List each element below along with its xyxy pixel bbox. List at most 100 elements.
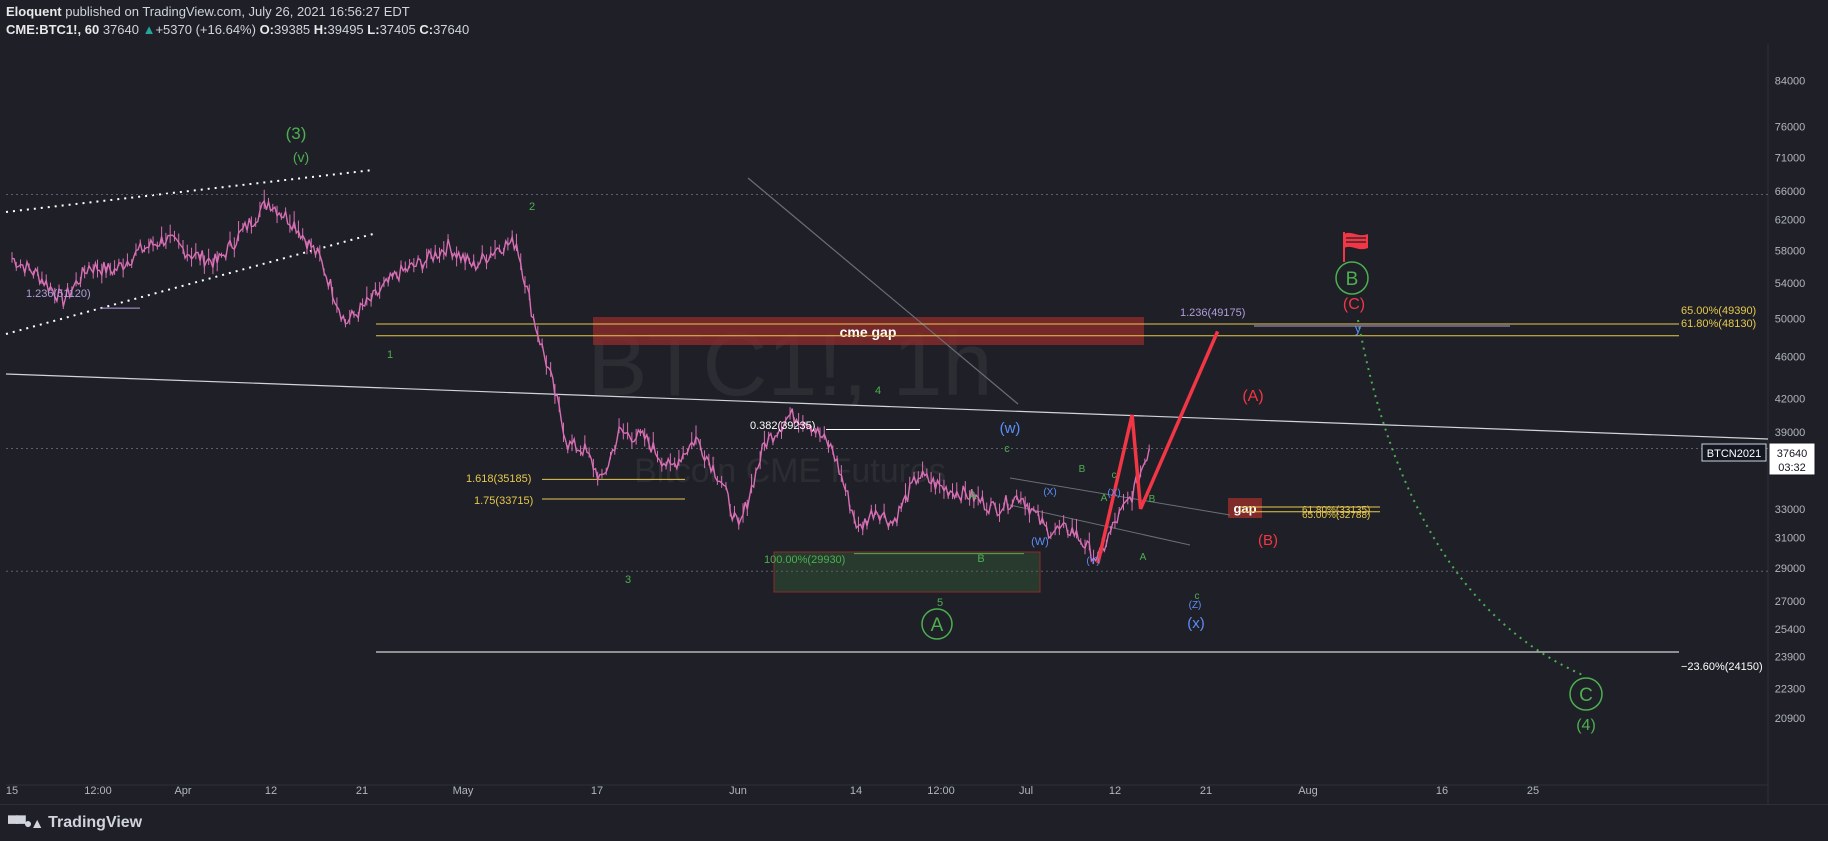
wave-label: c xyxy=(1112,470,1117,481)
y-tick-label: 46000 xyxy=(1775,352,1806,364)
wave-label: (x) xyxy=(1187,615,1205,632)
long-trendline xyxy=(5,373,1769,440)
wave-label: (A) xyxy=(1242,388,1263,405)
wave-label: c xyxy=(1004,443,1010,455)
x-tick-label: Apr xyxy=(174,785,191,797)
low-value: 37405 xyxy=(379,22,416,37)
abc-projection-line xyxy=(1096,330,1220,564)
wave-label: (v) xyxy=(293,149,309,165)
price-axis[interactable]: 84000 76000 71000 66000 62000 58000 54000 50000… xyxy=(1775,76,1806,726)
fib-label: 1.236(49175) xyxy=(1180,307,1245,319)
wave-label: (X) xyxy=(1107,488,1120,499)
cme-gap-label: cme gap xyxy=(840,324,897,340)
x-tick-label: 12:00 xyxy=(84,785,112,797)
change-arrow-icon: ▲ xyxy=(142,22,156,37)
wave-label: c xyxy=(1195,591,1200,602)
y-tick-label: 22300 xyxy=(1775,683,1806,695)
x-tick-label: 15 xyxy=(6,785,18,797)
y-tick-label: 20900 xyxy=(1775,713,1806,725)
y-tick-label: 76000 xyxy=(1775,121,1806,133)
tradingview-logo[interactable]: ▀▀●▲ TradingView xyxy=(8,814,142,832)
last-price-box xyxy=(1768,442,1816,476)
gap-zone xyxy=(1228,498,1262,518)
symbol-tag: BTCN2021 xyxy=(1707,448,1761,460)
x-tick-label: 21 xyxy=(1200,785,1212,797)
time-axis[interactable]: 15 12:00 Apr 12 21 May 17 Jun 14 12:00 J… xyxy=(6,785,1539,797)
price-series xyxy=(11,189,1150,565)
x-tick-label: 21 xyxy=(356,785,368,797)
chart-header: Eloquent published on TradingView.com, J… xyxy=(0,0,1828,44)
fib-label: 61.80%(33135) xyxy=(1302,505,1370,516)
open-value: 39385 xyxy=(274,22,311,37)
flag-icon xyxy=(1343,232,1368,262)
watermark-description: Bitcoin CME Futures xyxy=(634,452,946,490)
low-label: L: xyxy=(367,22,380,37)
wave-label: 2 xyxy=(529,201,535,213)
last-price-marker: BTCN2021 37640 03:32 xyxy=(1701,442,1816,476)
last-value: 37640 xyxy=(102,22,139,37)
change-value: +5370 (+16.64%) xyxy=(155,22,256,37)
author-name[interactable]: Eloquent xyxy=(6,4,62,19)
high-value: 39495 xyxy=(327,22,364,37)
x-tick-label: 12:00 xyxy=(927,785,955,797)
wave-label: (Z) xyxy=(1189,600,1202,611)
tradingview-logo-icon: ▀▀●▲ xyxy=(8,815,44,831)
y-tick-label: 84000 xyxy=(1775,76,1806,88)
y-tick-label: 25400 xyxy=(1775,624,1806,636)
x-tick-label: 12 xyxy=(265,785,277,797)
wave-c-circle xyxy=(1569,677,1603,711)
wave-label: B xyxy=(1346,269,1359,290)
x-tick-label: Jun xyxy=(729,785,747,797)
y-tick-label: 42000 xyxy=(1775,393,1806,405)
wave-label: A xyxy=(1101,493,1108,504)
channel-line-upper xyxy=(1009,477,1231,516)
symbol-interval[interactable]: CME:BTC1!, 60 xyxy=(6,22,100,37)
fib-label: 1.75(33715) xyxy=(474,495,533,507)
wave-b-circle xyxy=(1335,261,1369,295)
publish-info: Eloquent published on TradingView.com, J… xyxy=(6,4,410,19)
wave-label: 4 xyxy=(875,385,881,397)
fib-label: 65.00%(32788) xyxy=(1302,510,1370,521)
wave-label: (Y) xyxy=(1086,556,1099,567)
gap-label: gap xyxy=(1233,501,1256,516)
wave-label: (B) xyxy=(1258,532,1278,549)
grid-lines xyxy=(6,194,1768,572)
fib-label: 1.618(35185) xyxy=(466,473,531,485)
wave-label: (X) xyxy=(1043,487,1056,498)
wave-label: (W) xyxy=(1031,536,1049,548)
fib-label: 1.236(51120) xyxy=(26,288,91,300)
y-tick-label: 39000 xyxy=(1775,427,1806,439)
fib-label: 65.00%(49390) xyxy=(1681,305,1756,317)
brand-name: TradingView xyxy=(48,814,143,831)
y-tick-label: 58000 xyxy=(1775,245,1806,257)
x-tick-label: Aug xyxy=(1298,785,1318,797)
wave-label: A xyxy=(1140,552,1147,563)
projection-path xyxy=(1096,330,1220,564)
wave-label: C xyxy=(1579,685,1593,706)
wave-label: 5 xyxy=(937,597,943,609)
y-tick-label: 71000 xyxy=(1775,153,1806,165)
countdown: 03:32 xyxy=(1778,462,1806,474)
close-label: C: xyxy=(419,22,434,37)
high-label: H: xyxy=(313,22,328,37)
wave-a-circle xyxy=(921,608,953,640)
fib-label: 0.382(39235) xyxy=(750,420,815,432)
footer-bar: ▀▀●▲ TradingView xyxy=(0,804,1828,841)
last-price-value: 37640 xyxy=(1777,448,1808,460)
published-text: published on TradingView.com, July 26, 2… xyxy=(61,4,410,19)
wave-label: (4) xyxy=(1576,717,1596,734)
x-tick-label: 16 xyxy=(1436,785,1448,797)
x-tick-label: 14 xyxy=(850,785,862,797)
wave-label: A xyxy=(931,615,944,636)
y-tick-label: 29000 xyxy=(1775,563,1806,575)
wave-label: B xyxy=(977,553,984,565)
y-tick-label: 66000 xyxy=(1775,186,1806,198)
x-tick-label: 17 xyxy=(591,785,603,797)
y-tick-label: 31000 xyxy=(1775,532,1806,544)
y-tick-label: 62000 xyxy=(1775,215,1806,227)
y-tick-label: 27000 xyxy=(1775,596,1806,608)
diagonal-trendline xyxy=(747,177,1019,405)
wave-label: (3) xyxy=(286,124,307,143)
channel-line-lower xyxy=(1009,504,1191,546)
